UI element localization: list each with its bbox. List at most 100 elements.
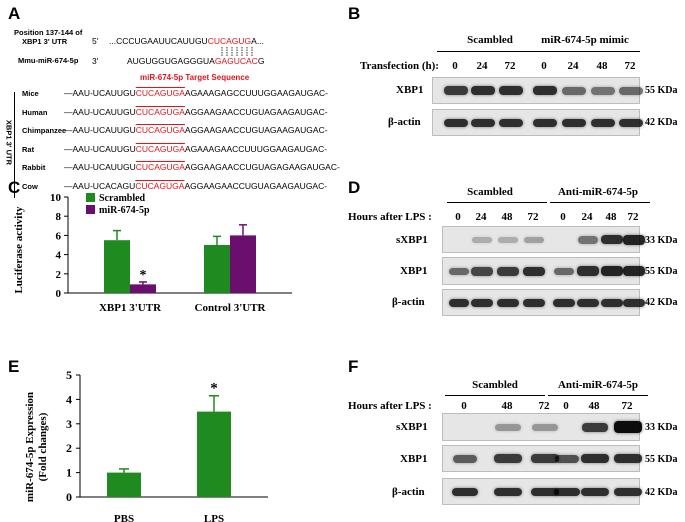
panel-a-letter: A <box>8 4 21 23</box>
species-seq-post: AGGAAGAACCUGUAGAAGAUGAC- <box>184 180 328 191</box>
panel-e-letter: E <box>8 357 20 376</box>
chart-c-y-tick-label: 2 <box>56 269 62 281</box>
panel-f-group-anti: Anti-miR-674-5p <box>557 379 639 391</box>
species-seq-target: CUCAGUGA <box>135 88 185 98</box>
panel-d-group1-line <box>447 202 547 203</box>
utr-sequence: ...CCCUGAAUUCAUUGUCUCAGUGA... <box>109 36 264 46</box>
panel-f-kda-sxbp1: 33 KDa <box>645 422 678 433</box>
chart-e-y-tick-label: 4 <box>66 392 72 406</box>
lane-number: 0 <box>455 211 461 223</box>
panel-b-blot-actin <box>432 109 643 136</box>
blot-band <box>532 423 558 431</box>
species-row: Rat —AAU-UCAUUGUCUCAGUGAAGAAAGAACCUUUGGAA… <box>22 143 328 154</box>
mmu-label: Mmu-miR-674-5p <box>18 56 79 65</box>
lane-number: 0 <box>452 60 458 72</box>
panel-d-kda-xbp1: 55 KDa <box>645 266 678 277</box>
utr-side-label: XBP1 3' UTR <box>4 119 14 166</box>
panel-d-letter: D <box>348 178 361 197</box>
blot-band <box>614 487 642 496</box>
panel-d-kda-actin: 42 KDa <box>645 297 678 308</box>
five-prime-label: 5' <box>92 36 99 46</box>
blot-band <box>554 267 574 275</box>
blot-band <box>494 487 522 496</box>
lane-number: 72 <box>621 400 633 412</box>
panel-f-row-xbp1: XBP1 <box>400 453 428 465</box>
species-seq-post: AGAAAGAGCCUUUGGAAGAUGAC- <box>184 88 329 98</box>
panel-d-group-anti: Anti-miR-674-5p <box>557 186 639 198</box>
chart-e-bar <box>197 411 231 497</box>
species-name: Chimpanzee <box>22 126 67 135</box>
species-row: Rabbit —AAU-UCAUUGUCUCAGUGAAGGAAGAACCUGUA… <box>22 162 340 172</box>
blot-band <box>444 118 468 127</box>
blot-band <box>453 454 477 463</box>
species-seq-pre: AAU-UCAUUGU <box>72 162 136 172</box>
lane-number: 72 <box>527 211 539 223</box>
lane-number: 72 <box>504 60 516 72</box>
blot-band <box>619 118 643 127</box>
lane-number: 48 <box>588 400 600 412</box>
species-name: Rabbit <box>22 163 46 172</box>
blot-band <box>623 234 645 245</box>
lane-number: 72 <box>627 211 639 223</box>
panel-d-lane-header: Hours after LPS : <box>348 211 432 223</box>
chart-e-y-axis-label-1: miR-674-5p Expression <box>24 392 36 502</box>
lane-number: 48 <box>501 211 513 223</box>
panel-b-kda-xbp1: 55 KDa <box>645 85 678 96</box>
chart-c-y-tick-label: 6 <box>56 230 62 242</box>
blot-band <box>554 487 580 496</box>
blot-band <box>623 266 645 276</box>
species-name: Human <box>22 107 48 117</box>
chart-e-y-tick-label: 2 <box>66 441 72 455</box>
species-seq-pre: AAU-UCAUUGU <box>72 88 136 98</box>
blot-band <box>497 298 519 307</box>
blot-band <box>533 86 557 95</box>
three-prime-label: 3' <box>92 56 99 66</box>
chart-e-y-tick-label: 5 <box>66 368 72 382</box>
blot-band <box>533 118 557 127</box>
chart-c-legend-label: miR-674-5p <box>99 205 150 216</box>
panel-d-row-actin: β-actin <box>392 296 425 308</box>
blot-band <box>614 454 642 463</box>
panel-b-blot-xbp1 <box>432 77 643 104</box>
species-seq-post: AGAAAGAACCUUUGGAAGAUGAC- <box>184 143 328 154</box>
blot-band <box>495 423 521 431</box>
chart-c-x-tick-label: XBP1 3'UTR <box>99 302 162 314</box>
blot-band <box>523 266 545 276</box>
panel-b-group1-line <box>437 51 537 52</box>
blot-band <box>601 266 623 276</box>
lane-number: 0 <box>461 400 467 412</box>
lane-number: 24 <box>476 60 488 72</box>
panel-b-letter: B <box>348 4 361 23</box>
panel-d-row-xbp1: XBP1 <box>400 265 428 277</box>
chart-c-legend-label: Scrambled <box>99 193 146 204</box>
blot-band <box>494 454 522 463</box>
panel-f-row-actin: β-actin <box>392 486 425 498</box>
panel-f-kda-xbp1: 55 KDa <box>645 454 678 465</box>
species-name: Mice <box>22 89 39 98</box>
blot-band <box>582 422 608 432</box>
chart-e-y-tick-label: 1 <box>66 466 72 480</box>
species-row: Mice —AAU-UCAUUGUCUCAGUGAAGAAAGAGCCUUUGGA… <box>22 88 329 98</box>
panel-f-group-scrambled: Scambled <box>472 379 518 391</box>
blot-band <box>471 266 493 276</box>
blot-band <box>472 236 492 243</box>
lane-number: 72 <box>624 60 636 72</box>
panel-f-lane-header: Hours after LPS : <box>348 400 432 412</box>
blot-band <box>499 86 523 95</box>
panel-d-group-scrambled: Scambled <box>467 186 513 198</box>
chart-c-y-tick-label: 0 <box>56 288 62 300</box>
target-sequence-title: miR-674-5p Target Sequence <box>140 73 250 82</box>
species-row: Chimpanzee—AAU-UCAUUGUCUCAGUGAAGGAAGAACC… <box>22 125 328 135</box>
chart-luciferase: Luciferase activity 0 2 4 6 8 10 XBP1 3'UTR Con… <box>13 192 292 314</box>
blot-band <box>553 298 575 307</box>
blot-band <box>577 298 599 307</box>
blot-band <box>578 235 598 244</box>
panel-f-blot-xbp1 <box>442 445 642 472</box>
species-seq-post: AGGAAGAACCUGUAGAAGAUGAC- <box>184 125 328 135</box>
lane-number: 24 <box>475 211 487 223</box>
chart-c-legend-swatch <box>86 205 95 214</box>
panel-f-letter: F <box>348 357 359 376</box>
chart-c-y-tick-label: 4 <box>56 250 62 262</box>
chart-c-bar <box>204 245 230 293</box>
blot-band <box>471 298 493 307</box>
